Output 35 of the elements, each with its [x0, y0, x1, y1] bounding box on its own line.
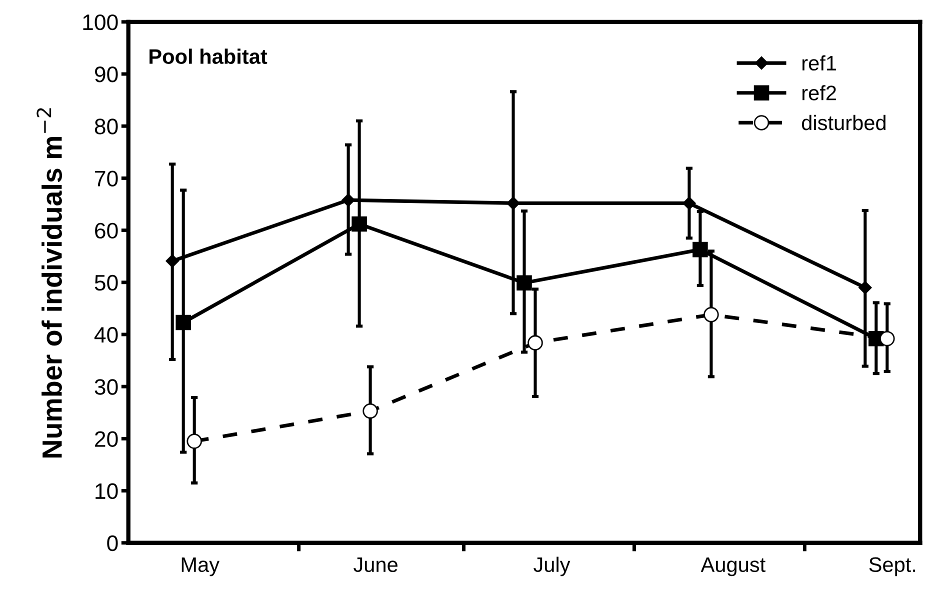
point	[166, 254, 179, 268]
x-tick-label: June	[354, 558, 398, 572]
y-tick-label: 60	[95, 222, 118, 239]
y-tick-label: 50	[94, 274, 118, 291]
legend-label: disturbed	[802, 114, 886, 130]
y-tick-label: 0	[107, 535, 118, 552]
point	[528, 335, 543, 350]
x-tick-label: Sept.	[869, 557, 916, 576]
point	[516, 275, 532, 291]
y-tick-label: 30	[94, 379, 118, 395]
point	[186, 434, 202, 449]
y-tick-label: 10	[96, 483, 118, 500]
y-tick-label: 40	[94, 327, 118, 343]
point	[858, 281, 872, 294]
point	[342, 193, 355, 207]
point	[506, 196, 520, 210]
y-tick-label: 20	[95, 431, 118, 447]
point	[176, 314, 191, 330]
point	[880, 331, 895, 346]
point	[704, 307, 719, 322]
legend-label: ref2	[802, 85, 836, 100]
x-tick-label: May	[182, 558, 220, 576]
legend-label: ref1	[802, 55, 836, 71]
point	[352, 216, 367, 232]
y-tick-label: 70	[95, 170, 118, 186]
y-tick-label: 80	[94, 118, 118, 134]
y-axis-title: Number of individuals m$^{−2}$	[36, 108, 62, 458]
annotation: Pool habitat	[150, 48, 268, 64]
point	[362, 403, 378, 419]
x-tick-label: August	[700, 558, 766, 576]
y-tick-label: 90	[94, 66, 118, 82]
point	[692, 242, 708, 258]
point	[682, 196, 696, 210]
y-tick-label: 100	[83, 14, 118, 30]
x-tick-label: July	[534, 556, 570, 576]
